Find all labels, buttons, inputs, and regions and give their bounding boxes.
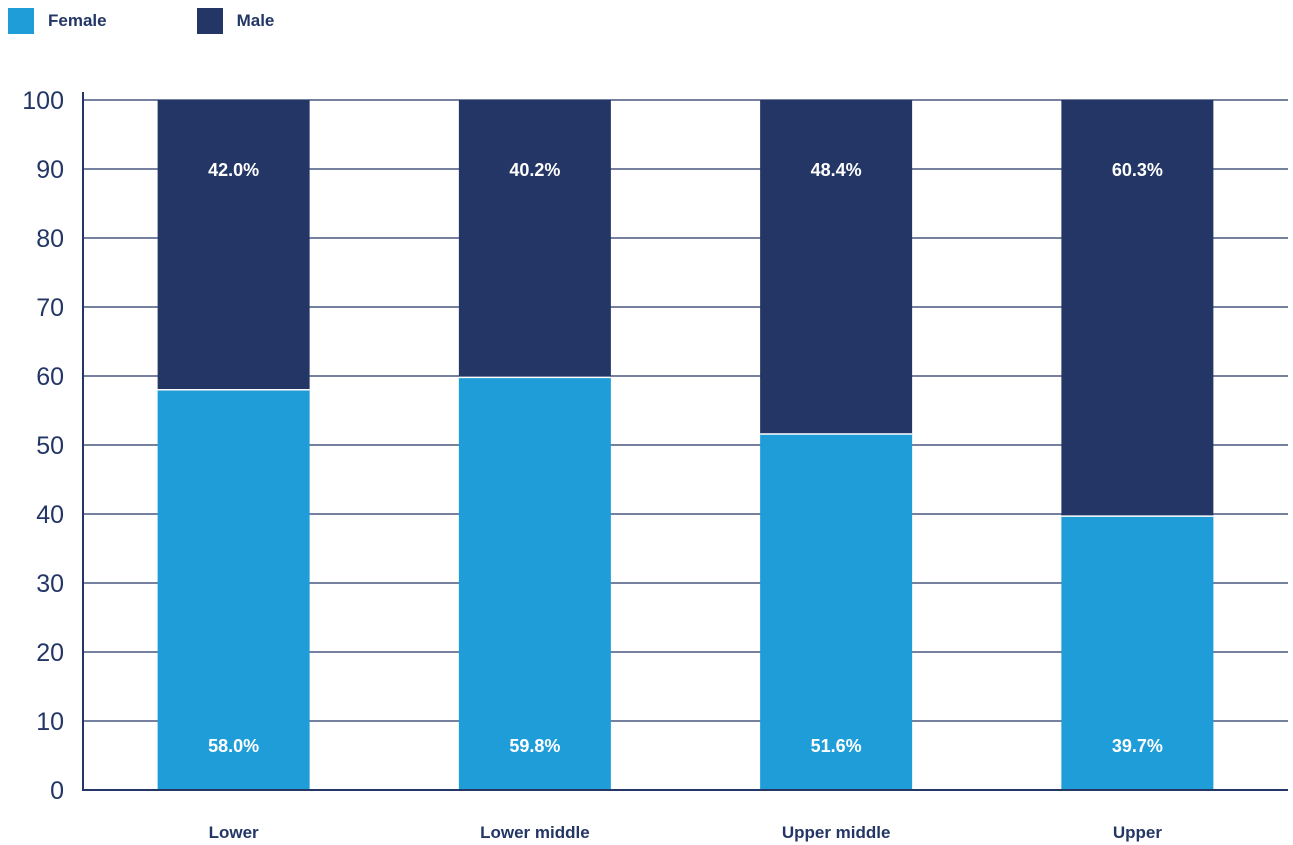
axes xyxy=(82,92,1288,791)
y-tick-label: 50 xyxy=(36,432,64,460)
bar-female xyxy=(157,389,310,790)
y-tick-label: 30 xyxy=(36,570,64,598)
data-label-female: 39.7% xyxy=(1112,736,1163,756)
data-label-male: 60.3% xyxy=(1112,160,1163,180)
y-tick-label: 60 xyxy=(36,363,64,391)
data-label-female: 59.8% xyxy=(509,736,560,756)
legend-item-male: Male xyxy=(196,8,275,34)
y-tick-label: 90 xyxy=(36,156,64,184)
y-tick-label: 70 xyxy=(36,294,64,322)
bar-male xyxy=(760,100,913,434)
bars xyxy=(157,100,1214,790)
x-category-label: Upper middle xyxy=(782,823,891,842)
y-tick-label: 80 xyxy=(36,225,64,253)
x-category-label: Lower xyxy=(209,823,259,842)
data-label-male: 40.2% xyxy=(509,160,560,180)
data-label-female: 58.0% xyxy=(208,736,259,756)
legend-swatch-male xyxy=(196,8,223,34)
labels: 0 10 20 30 40 50 60 70 80 90 100 58.0% 42.0% Lower 59.… xyxy=(22,87,1163,842)
bar-female xyxy=(760,433,913,790)
data-label-female: 51.6% xyxy=(811,736,862,756)
x-category-label: Lower middle xyxy=(480,823,590,842)
y-tick-label: 0 xyxy=(50,777,64,805)
y-tick-label: 100 xyxy=(22,87,64,115)
data-label-male: 42.0% xyxy=(208,160,259,180)
legend-swatch-female xyxy=(8,8,34,34)
bar-male xyxy=(157,100,310,390)
x-category-label: Upper xyxy=(1113,823,1163,842)
chart-legend: Female Male xyxy=(8,8,364,34)
legend-label-male: Male xyxy=(236,11,275,30)
y-tick-label: 40 xyxy=(36,501,64,529)
data-label-male: 48.4% xyxy=(811,160,862,180)
y-tick-label: 20 xyxy=(36,639,64,667)
bar-female xyxy=(1061,516,1214,790)
bar-male xyxy=(1061,100,1214,517)
legend-item-female: Female xyxy=(8,8,107,34)
bar-male xyxy=(458,100,611,378)
y-tick-label: 10 xyxy=(36,708,64,736)
bar-female xyxy=(458,377,611,790)
legend-label-female: Female xyxy=(48,11,107,30)
